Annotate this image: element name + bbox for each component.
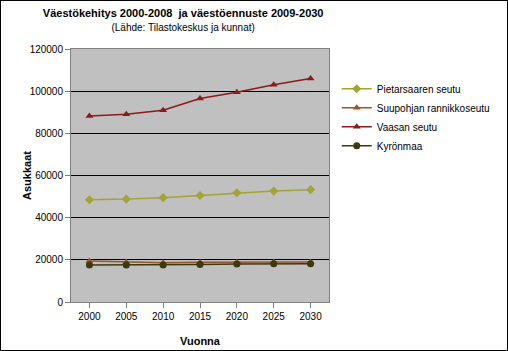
svg-text:2025: 2025 xyxy=(263,311,286,322)
svg-text:2000: 2000 xyxy=(78,311,101,322)
svg-text:Pietarsaaren seutu: Pietarsaaren seutu xyxy=(377,84,461,95)
svg-text:Kyrönmaa: Kyrönmaa xyxy=(377,141,423,152)
svg-text:0: 0 xyxy=(57,297,63,308)
svg-text:40000: 40000 xyxy=(35,212,63,223)
svg-text:2010: 2010 xyxy=(152,311,175,322)
svg-text:100000: 100000 xyxy=(30,86,64,97)
svg-text:2020: 2020 xyxy=(226,311,249,322)
svg-text:Suupohjan rannikkoseutu: Suupohjan rannikkoseutu xyxy=(377,103,490,114)
svg-text:2005: 2005 xyxy=(115,311,138,322)
svg-text:60000: 60000 xyxy=(35,170,63,181)
svg-text:Asukkaat: Asukkaat xyxy=(21,151,33,200)
svg-text:120000: 120000 xyxy=(30,44,64,55)
svg-text:2015: 2015 xyxy=(189,311,212,322)
svg-text:20000: 20000 xyxy=(35,254,63,265)
svg-text:80000: 80000 xyxy=(35,128,63,139)
svg-text:Vaasan seutu: Vaasan seutu xyxy=(377,122,437,133)
svg-text:2030: 2030 xyxy=(299,311,322,322)
svg-text:Vuonna: Vuonna xyxy=(180,335,221,347)
svg-text:Väestökehitys 2000-2008 ja vä: Väestökehitys 2000-2008 ja väestöennuste… xyxy=(43,7,324,33)
